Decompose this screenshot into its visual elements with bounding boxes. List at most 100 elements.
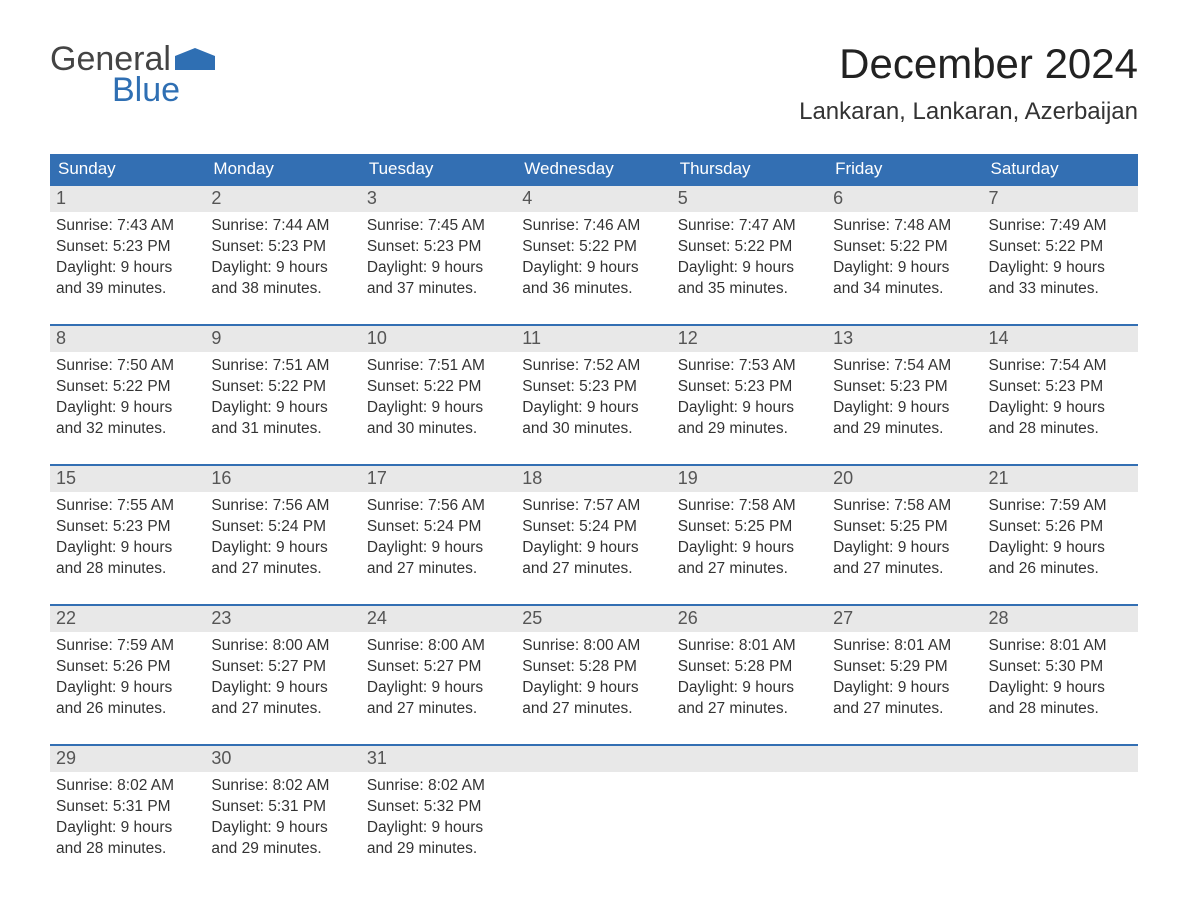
day-number: 1 <box>50 186 205 212</box>
sunrise-line: Sunrise: 7:48 AM <box>833 216 976 237</box>
day-number: 6 <box>827 186 982 212</box>
day-number: 3 <box>361 186 516 212</box>
calendar-week: 8Sunrise: 7:50 AMSunset: 5:22 PMDaylight… <box>50 324 1138 446</box>
sunrise-line: Sunrise: 8:01 AM <box>678 636 821 657</box>
weekday-header: Wednesday <box>516 159 671 179</box>
daylight-line: Daylight: 9 hours and 27 minutes. <box>211 678 354 720</box>
sunset-line: Sunset: 5:24 PM <box>522 517 665 538</box>
calendar-day <box>827 746 982 866</box>
daylight-line: Daylight: 9 hours and 28 minutes. <box>989 398 1132 440</box>
day-details: Sunrise: 7:55 AMSunset: 5:23 PMDaylight:… <box>50 492 205 584</box>
sunset-line: Sunset: 5:22 PM <box>678 237 821 258</box>
sunset-line: Sunset: 5:29 PM <box>833 657 976 678</box>
daylight-line: Daylight: 9 hours and 28 minutes. <box>56 538 199 580</box>
calendar-day: 23Sunrise: 8:00 AMSunset: 5:27 PMDayligh… <box>205 606 360 726</box>
month-title: December 2024 <box>799 40 1138 88</box>
day-number: 26 <box>672 606 827 632</box>
day-details: Sunrise: 7:43 AMSunset: 5:23 PMDaylight:… <box>50 212 205 304</box>
calendar-day: 13Sunrise: 7:54 AMSunset: 5:23 PMDayligh… <box>827 326 982 446</box>
day-details: Sunrise: 7:59 AMSunset: 5:26 PMDaylight:… <box>983 492 1138 584</box>
calendar-day: 21Sunrise: 7:59 AMSunset: 5:26 PMDayligh… <box>983 466 1138 586</box>
day-details: Sunrise: 8:02 AMSunset: 5:31 PMDaylight:… <box>50 772 205 864</box>
day-number: 7 <box>983 186 1138 212</box>
sunrise-line: Sunrise: 8:01 AM <box>833 636 976 657</box>
day-details: Sunrise: 7:57 AMSunset: 5:24 PMDaylight:… <box>516 492 671 584</box>
day-number: 5 <box>672 186 827 212</box>
sunrise-line: Sunrise: 7:47 AM <box>678 216 821 237</box>
daylight-line: Daylight: 9 hours and 29 minutes. <box>833 398 976 440</box>
day-details: Sunrise: 8:00 AMSunset: 5:27 PMDaylight:… <box>361 632 516 724</box>
calendar-day: 17Sunrise: 7:56 AMSunset: 5:24 PMDayligh… <box>361 466 516 586</box>
weekday-header: Thursday <box>672 159 827 179</box>
day-details: Sunrise: 7:52 AMSunset: 5:23 PMDaylight:… <box>516 352 671 444</box>
day-details: Sunrise: 7:58 AMSunset: 5:25 PMDaylight:… <box>827 492 982 584</box>
sunset-line: Sunset: 5:24 PM <box>211 517 354 538</box>
weekday-header: Tuesday <box>361 159 516 179</box>
weeks-container: 1Sunrise: 7:43 AMSunset: 5:23 PMDaylight… <box>50 184 1138 866</box>
daylight-line: Daylight: 9 hours and 36 minutes. <box>522 258 665 300</box>
title-block: December 2024 Lankaran, Lankaran, Azerba… <box>799 40 1138 126</box>
sunset-line: Sunset: 5:22 PM <box>522 237 665 258</box>
daylight-line: Daylight: 9 hours and 27 minutes. <box>367 538 510 580</box>
day-details: Sunrise: 7:53 AMSunset: 5:23 PMDaylight:… <box>672 352 827 444</box>
calendar-day: 12Sunrise: 7:53 AMSunset: 5:23 PMDayligh… <box>672 326 827 446</box>
sunrise-line: Sunrise: 7:56 AM <box>367 496 510 517</box>
calendar-week: 22Sunrise: 7:59 AMSunset: 5:26 PMDayligh… <box>50 604 1138 726</box>
daylight-line: Daylight: 9 hours and 28 minutes. <box>56 818 199 860</box>
calendar-day: 3Sunrise: 7:45 AMSunset: 5:23 PMDaylight… <box>361 186 516 306</box>
sunrise-line: Sunrise: 7:49 AM <box>989 216 1132 237</box>
day-number: 25 <box>516 606 671 632</box>
sunrise-line: Sunrise: 7:51 AM <box>211 356 354 377</box>
day-number: 10 <box>361 326 516 352</box>
day-number: 20 <box>827 466 982 492</box>
daylight-line: Daylight: 9 hours and 39 minutes. <box>56 258 199 300</box>
daylight-line: Daylight: 9 hours and 27 minutes. <box>522 678 665 720</box>
day-details: Sunrise: 7:49 AMSunset: 5:22 PMDaylight:… <box>983 212 1138 304</box>
calendar-day: 18Sunrise: 7:57 AMSunset: 5:24 PMDayligh… <box>516 466 671 586</box>
calendar-day: 25Sunrise: 8:00 AMSunset: 5:28 PMDayligh… <box>516 606 671 726</box>
sunrise-line: Sunrise: 7:53 AM <box>678 356 821 377</box>
daylight-line: Daylight: 9 hours and 27 minutes. <box>367 678 510 720</box>
day-details: Sunrise: 8:02 AMSunset: 5:31 PMDaylight:… <box>205 772 360 864</box>
day-number: 13 <box>827 326 982 352</box>
sunset-line: Sunset: 5:23 PM <box>989 377 1132 398</box>
calendar-day: 1Sunrise: 7:43 AMSunset: 5:23 PMDaylight… <box>50 186 205 306</box>
day-number: 18 <box>516 466 671 492</box>
day-details: Sunrise: 7:56 AMSunset: 5:24 PMDaylight:… <box>361 492 516 584</box>
sunrise-line: Sunrise: 7:54 AM <box>989 356 1132 377</box>
daylight-line: Daylight: 9 hours and 27 minutes. <box>678 678 821 720</box>
day-details: Sunrise: 7:59 AMSunset: 5:26 PMDaylight:… <box>50 632 205 724</box>
logo: General Blue <box>50 40 215 110</box>
daylight-line: Daylight: 9 hours and 29 minutes. <box>211 818 354 860</box>
day-details: Sunrise: 8:00 AMSunset: 5:27 PMDaylight:… <box>205 632 360 724</box>
day-number: 17 <box>361 466 516 492</box>
sunrise-line: Sunrise: 7:56 AM <box>211 496 354 517</box>
sunrise-line: Sunrise: 7:59 AM <box>56 636 199 657</box>
calendar-day <box>672 746 827 866</box>
sunrise-line: Sunrise: 8:02 AM <box>211 776 354 797</box>
day-number: 28 <box>983 606 1138 632</box>
weekday-header: Sunday <box>50 159 205 179</box>
day-number <box>516 746 671 772</box>
calendar-day: 6Sunrise: 7:48 AMSunset: 5:22 PMDaylight… <box>827 186 982 306</box>
calendar-day: 30Sunrise: 8:02 AMSunset: 5:31 PMDayligh… <box>205 746 360 866</box>
day-details: Sunrise: 7:54 AMSunset: 5:23 PMDaylight:… <box>827 352 982 444</box>
daylight-line: Daylight: 9 hours and 33 minutes. <box>989 258 1132 300</box>
sunrise-line: Sunrise: 8:00 AM <box>522 636 665 657</box>
daylight-line: Daylight: 9 hours and 32 minutes. <box>56 398 199 440</box>
day-number: 27 <box>827 606 982 632</box>
calendar-day: 2Sunrise: 7:44 AMSunset: 5:23 PMDaylight… <box>205 186 360 306</box>
calendar-day: 15Sunrise: 7:55 AMSunset: 5:23 PMDayligh… <box>50 466 205 586</box>
calendar-day: 11Sunrise: 7:52 AMSunset: 5:23 PMDayligh… <box>516 326 671 446</box>
day-number: 21 <box>983 466 1138 492</box>
location-subtitle: Lankaran, Lankaran, Azerbaijan <box>799 98 1138 126</box>
sunset-line: Sunset: 5:22 PM <box>211 377 354 398</box>
day-number: 11 <box>516 326 671 352</box>
daylight-line: Daylight: 9 hours and 30 minutes. <box>522 398 665 440</box>
sunset-line: Sunset: 5:32 PM <box>367 797 510 818</box>
calendar-day: 28Sunrise: 8:01 AMSunset: 5:30 PMDayligh… <box>983 606 1138 726</box>
daylight-line: Daylight: 9 hours and 29 minutes. <box>678 398 821 440</box>
sunrise-line: Sunrise: 7:44 AM <box>211 216 354 237</box>
day-number: 16 <box>205 466 360 492</box>
day-number: 24 <box>361 606 516 632</box>
